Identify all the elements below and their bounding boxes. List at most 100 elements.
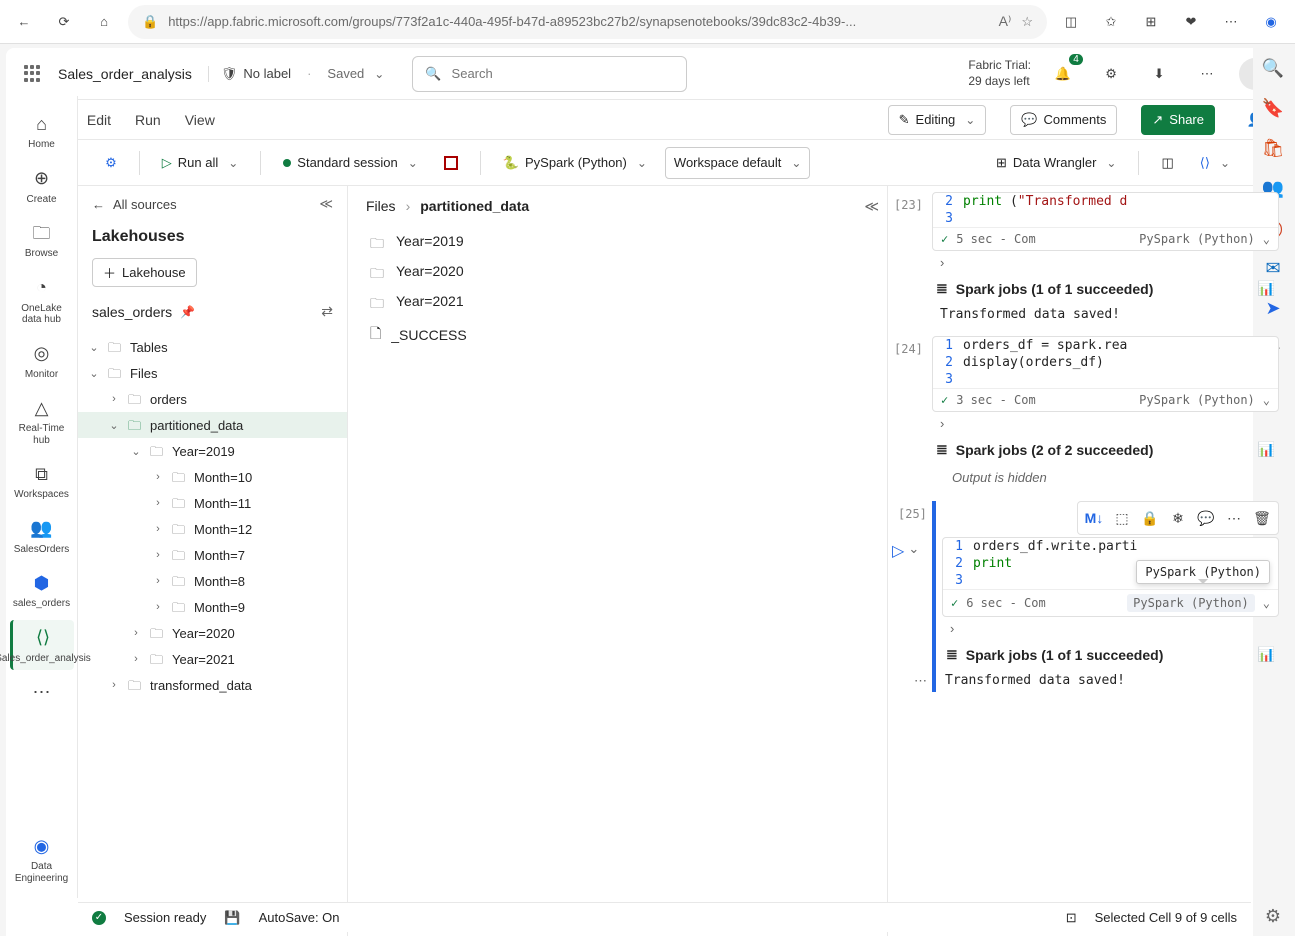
chart-icon[interactable]: 📊: [1258, 280, 1275, 297]
notifications-button[interactable]: 🔔4: [1047, 58, 1079, 90]
convert-icon[interactable]: ⬚: [1110, 506, 1134, 530]
tree-month-12[interactable]: ›🗀Month=12: [78, 516, 347, 542]
cell-more-icon[interactable]: ⋯: [914, 673, 927, 689]
chevron-down-icon[interactable]: ⌄: [1263, 393, 1270, 407]
refresh-icon[interactable]: ⇄: [321, 303, 333, 320]
chart-icon[interactable]: 📊: [1258, 646, 1275, 663]
tree-files[interactable]: ⌄🗀Files: [78, 360, 347, 386]
session-button[interactable]: Standard session: [275, 147, 426, 179]
share-button[interactable]: ↗ Share: [1141, 105, 1215, 135]
waffle-icon[interactable]: [24, 65, 42, 83]
expand-output[interactable]: ›: [932, 412, 1279, 435]
add-lakehouse-button[interactable]: ＋ Lakehouse: [92, 258, 197, 287]
spark-jobs-row[interactable]: ≣ Spark jobs (1 of 1 succeeded) 📊: [932, 274, 1279, 303]
code-editor[interactable]: 2print ("Transformed d 3 ✓ 5 sec - Com P…: [932, 192, 1279, 251]
markdown-icon[interactable]: M↓: [1082, 506, 1106, 530]
search-input[interactable]: 🔍 Search: [412, 56, 687, 92]
rail-realtime[interactable]: △Real-Time hub: [10, 390, 74, 452]
vscode-icon[interactable]: ⟨⟩: [1192, 147, 1238, 179]
edge-shopping-icon[interactable]: 🛍: [1261, 136, 1285, 160]
data-wrangler-button[interactable]: ⊞ Data Wrangler: [988, 147, 1125, 179]
read-aloud-icon[interactable]: A⁾: [999, 13, 1012, 30]
tab-view[interactable]: View: [185, 104, 215, 136]
autosave-status[interactable]: AutoSave: On: [259, 910, 340, 925]
back-button[interactable]: ←: [8, 6, 40, 38]
freeze-icon[interactable]: ❄: [1166, 506, 1190, 530]
rail-salesorders[interactable]: 👥SalesOrders: [10, 511, 74, 562]
tree-year-2019[interactable]: ⌄🗀Year=2019: [78, 438, 347, 464]
all-sources-link[interactable]: ← All sources: [92, 197, 177, 212]
saved-status[interactable]: Saved: [327, 66, 384, 81]
run-cell-icon[interactable]: ▷: [892, 541, 904, 561]
edge-tag-icon[interactable]: 🔖: [1261, 96, 1285, 120]
chart-icon[interactable]: 📊: [1258, 441, 1275, 458]
workspace-button[interactable]: Workspace default: [665, 147, 811, 179]
sync-icon[interactable]: ❤: [1175, 6, 1207, 38]
comment-icon[interactable]: 💬: [1194, 506, 1218, 530]
rail-create[interactable]: ⊕Create: [10, 161, 74, 212]
refresh-button[interactable]: ⟳: [48, 6, 80, 38]
file-item[interactable]: 🗀Year=2019: [366, 226, 869, 256]
lakehouse-name[interactable]: sales_orders 📌 ⇄: [78, 293, 347, 330]
tab-edit[interactable]: Edit: [87, 104, 111, 136]
tree-partitioned[interactable]: ⌄🗀partitioned_data: [78, 412, 347, 438]
rail-more[interactable]: ⋯: [10, 674, 74, 710]
file-item[interactable]: 🗀Year=2021: [366, 286, 869, 316]
stop-button[interactable]: [436, 147, 466, 179]
extensions-icon[interactable]: ⊞: [1135, 6, 1167, 38]
spark-jobs-row[interactable]: ≣ Spark jobs (2 of 2 succeeded) 📊: [932, 435, 1279, 464]
edge-search-icon[interactable]: 🔍: [1261, 56, 1285, 80]
url-bar[interactable]: 🔒 https://app.fabric.microsoft.com/group…: [128, 5, 1047, 39]
expand-output[interactable]: ›: [942, 617, 1279, 640]
cell-lang-selector[interactable]: PySpark (Python): [1139, 393, 1255, 407]
expand-output[interactable]: ›: [932, 251, 1279, 274]
editing-mode-button[interactable]: ✎ Editing: [888, 105, 987, 135]
collections-icon[interactable]: ✩: [1095, 6, 1127, 38]
tree-year-2020[interactable]: ›🗀Year=2020: [78, 620, 347, 646]
file-item[interactable]: 🗋_SUCCESS: [366, 316, 869, 354]
run-cell-chevron[interactable]: ⌄: [908, 541, 919, 561]
tree-month-10[interactable]: ›🗀Month=10: [78, 464, 347, 490]
pin-icon[interactable]: 📌: [180, 305, 195, 319]
language-button[interactable]: 🐍 PySpark (Python): [495, 147, 655, 179]
more-icon[interactable]: ⋯: [1222, 506, 1246, 530]
rail-sales-orders-lh[interactable]: ⬢sales_orders: [10, 565, 74, 616]
code-editor[interactable]: 1orders_df = spark.rea 2display(orders_d…: [932, 336, 1279, 412]
cell-lang-selector[interactable]: PySpark (Python): [1139, 232, 1255, 246]
cell-nav-icon[interactable]: ⊡: [1066, 910, 1077, 926]
split-icon[interactable]: ◫: [1055, 6, 1087, 38]
copilot-icon[interactable]: ◉: [1255, 6, 1287, 38]
breadcrumb-root[interactable]: Files: [366, 198, 396, 214]
delete-icon[interactable]: 🗑: [1250, 506, 1274, 530]
favorite-icon[interactable]: ☆: [1021, 14, 1033, 30]
help-button[interactable]: ⋯: [1191, 58, 1223, 90]
tree-month-11[interactable]: ›🗀Month=11: [78, 490, 347, 516]
rail-onelake[interactable]: ◔OneLake data hub: [10, 270, 74, 332]
browser-menu-icon[interactable]: ⋯: [1215, 6, 1247, 38]
tree-tables[interactable]: ⌄🗀Tables: [78, 334, 347, 360]
code-editor[interactable]: 1orders_df.write.parti 2print 3 PySpark …: [942, 537, 1279, 617]
collapse-files-icon[interactable]: ≪: [864, 198, 879, 215]
tab-run[interactable]: Run: [135, 104, 161, 136]
settings-button[interactable]: ⚙: [1095, 58, 1127, 90]
tree-month-7[interactable]: ›🗀Month=7: [78, 542, 347, 568]
downloads-button[interactable]: ⬇: [1143, 58, 1175, 90]
tree-orders[interactable]: ›🗀orders: [78, 386, 347, 412]
cell-lang-selector[interactable]: PySpark (Python): [1127, 594, 1255, 612]
rail-browse[interactable]: 🗀Browse: [10, 215, 74, 266]
run-all-button[interactable]: ▷ Run all: [154, 147, 247, 179]
layout-icon[interactable]: ◫: [1153, 147, 1181, 179]
trial-status[interactable]: Fabric Trial: 29 days left: [968, 58, 1031, 89]
rail-workspaces[interactable]: ⧉Workspaces: [10, 456, 74, 507]
comments-button[interactable]: 💬 Comments: [1010, 105, 1117, 135]
rail-home[interactable]: ⌂Home: [10, 106, 74, 157]
tree-transformed[interactable]: ›🗀transformed_data: [78, 672, 347, 698]
spark-jobs-row[interactable]: ≣ Spark jobs (1 of 1 succeeded) 📊: [942, 640, 1279, 669]
tree-month-9[interactable]: ›🗀Month=9: [78, 594, 347, 620]
file-item[interactable]: 🗀Year=2020: [366, 256, 869, 286]
chevron-down-icon[interactable]: ⌄: [1263, 596, 1270, 610]
home-button[interactable]: ⌂: [88, 6, 120, 38]
collapse-panel-icon[interactable]: ≪: [319, 196, 333, 212]
sensitivity-label[interactable]: 🛡 No label: [208, 66, 291, 82]
tree-year-2021[interactable]: ›🗀Year=2021: [78, 646, 347, 672]
